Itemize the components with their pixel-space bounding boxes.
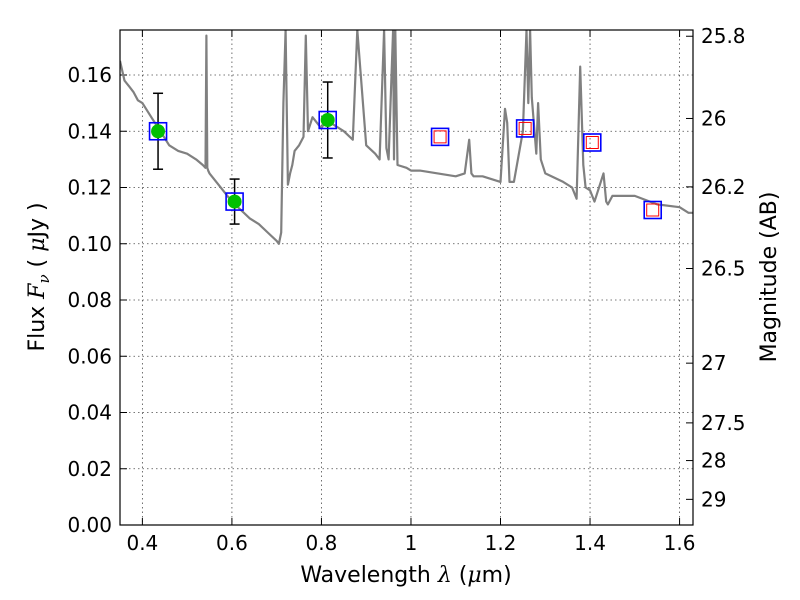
right-tick-label: 26.5 bbox=[701, 256, 746, 280]
x-tick-label: 1 bbox=[405, 531, 418, 555]
x-tick-label: 0.4 bbox=[126, 531, 158, 555]
plot-frame bbox=[119, 29, 694, 526]
grid-lines bbox=[120, 30, 693, 525]
x-tick-label: 0.6 bbox=[216, 531, 248, 555]
right-tick-label: 27 bbox=[701, 351, 726, 375]
plot-area bbox=[120, 30, 693, 245]
right-tick-label: 29 bbox=[701, 487, 726, 511]
y-tick-label: 0.00 bbox=[67, 513, 112, 537]
model-square-marker bbox=[148, 121, 168, 141]
right-axis-label: Magnitude (AB) bbox=[757, 192, 782, 363]
x-tick-label: 1.2 bbox=[485, 531, 517, 555]
y-tick-label: 0.12 bbox=[67, 176, 112, 200]
predicted-square-marker bbox=[646, 203, 660, 217]
y-tick-label: 0.14 bbox=[67, 119, 112, 143]
observed-circle-marker bbox=[151, 124, 166, 139]
x-tick-label: 1.4 bbox=[574, 531, 606, 555]
model-square-marker bbox=[515, 119, 535, 138]
model-square-marker bbox=[225, 192, 244, 211]
x-tick-label: 0.8 bbox=[306, 531, 338, 555]
photometry-markers bbox=[148, 81, 663, 225]
predicted-square-marker bbox=[585, 136, 599, 149]
model-square-marker bbox=[430, 127, 450, 147]
right-tick-label: 26.2 bbox=[701, 175, 746, 199]
predicted-square-marker bbox=[433, 130, 447, 144]
model-square-marker bbox=[643, 200, 663, 220]
y-tick-label: 0.16 bbox=[67, 63, 112, 87]
y-tick-label: 0.10 bbox=[67, 232, 112, 256]
right-tick-label: 27.5 bbox=[701, 411, 746, 435]
spectrum-line bbox=[120, 30, 693, 245]
right-tick-label: 25.8 bbox=[701, 24, 746, 48]
y-tick-label: 0.04 bbox=[67, 401, 112, 425]
model-square-marker bbox=[318, 110, 338, 130]
x-axis-label: Wavelength λ (μm) bbox=[300, 563, 511, 588]
right-tick-label: 28 bbox=[701, 449, 726, 473]
y-tick-label: 0.02 bbox=[67, 457, 112, 481]
y-axis-label: Flux Fν ( μJy ) bbox=[25, 202, 53, 351]
observed-circle-marker bbox=[320, 113, 335, 127]
observed-circle-marker bbox=[227, 194, 242, 209]
right-tick-label: 26 bbox=[701, 106, 726, 130]
axis-ticks: 0.4 0.6 0.8 1 1.2 1.4 1.6 0.00 0.02 0.04 0.06 0.08 0… bbox=[67, 24, 745, 555]
y-tick-label: 0.06 bbox=[67, 344, 112, 368]
predicted-square-marker bbox=[518, 121, 532, 135]
x-tick-label: 1.6 bbox=[664, 531, 696, 555]
model-square-marker bbox=[582, 133, 602, 152]
y-tick-label: 0.08 bbox=[67, 288, 112, 312]
